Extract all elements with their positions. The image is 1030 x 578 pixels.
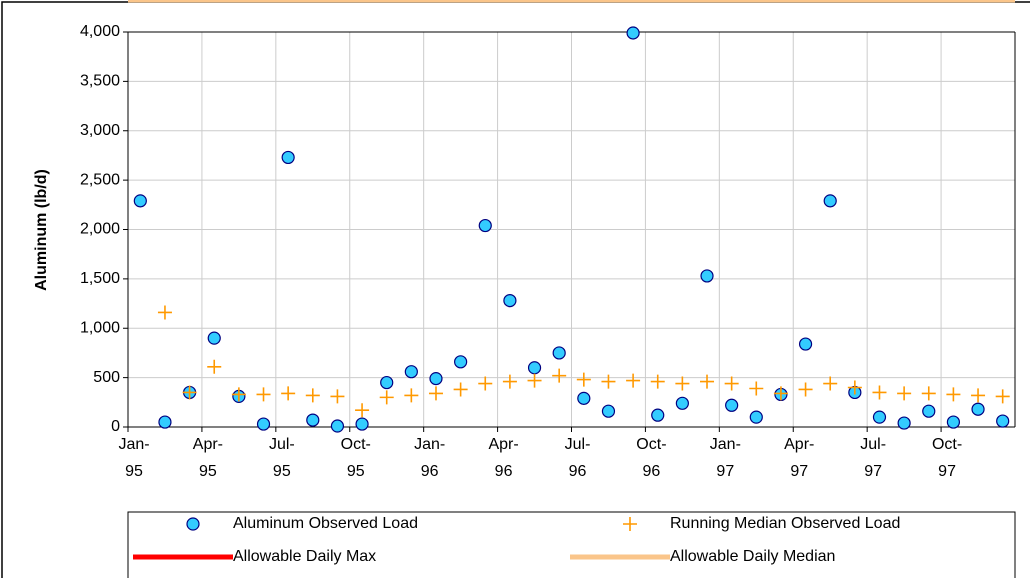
plus-point (355, 403, 370, 418)
x-tick-label: Jul- 97 (860, 436, 887, 480)
point (158, 415, 172, 429)
legend-label: Allowable Daily Max (233, 548, 376, 565)
plus-point (404, 388, 419, 403)
plus-point (749, 381, 764, 396)
plus-point (700, 374, 715, 389)
point (552, 346, 566, 360)
plus-point (527, 373, 542, 388)
y-tick-label: 1,000 (80, 319, 120, 336)
point (256, 417, 271, 431)
point (601, 404, 616, 418)
plus-point (823, 376, 838, 391)
plus-point (946, 387, 961, 402)
plus-point (428, 386, 443, 401)
y-tick-label: 1,500 (80, 270, 120, 287)
legend-label: Running Median Observed Load (670, 515, 900, 532)
y-tick-label: 2,000 (80, 221, 120, 238)
plus-point (231, 387, 246, 402)
plus-point (453, 382, 468, 397)
plus-point (478, 376, 493, 391)
point (503, 294, 517, 308)
point (478, 218, 492, 233)
x-tick-label: Jan- 95 (118, 436, 150, 480)
point (922, 404, 936, 418)
x-tick-label: Apr- 96 (488, 436, 519, 480)
plus-point (650, 374, 665, 389)
legend-box (127, 511, 1016, 578)
plus-point (256, 387, 271, 402)
plus-point (971, 388, 986, 403)
plus-point (182, 385, 197, 400)
plus-point (921, 386, 936, 401)
plus-point (552, 368, 567, 383)
legend-marker (186, 517, 200, 531)
point (675, 396, 689, 410)
point (355, 417, 369, 431)
y-tick-label: 3,000 (80, 122, 120, 139)
point (133, 194, 147, 208)
y-tick-label: 3,500 (80, 73, 120, 90)
legend-label: Allowable Daily Median (670, 548, 835, 565)
point (404, 365, 418, 379)
plus-point (502, 374, 517, 389)
point (823, 194, 837, 208)
point (946, 415, 961, 429)
legend-label: Aluminum Observed Load (233, 515, 418, 532)
y-tick-label: 4,000 (80, 23, 120, 40)
point (872, 410, 887, 424)
plus-point (995, 389, 1010, 404)
x-tick-label: Jan- 96 (414, 436, 446, 480)
point (207, 331, 221, 345)
x-tick-label: Apr- 95 (192, 436, 224, 480)
x-tick-label: Jan- 97 (709, 436, 741, 480)
x-tick-label: Jul- 95 (268, 436, 295, 480)
point (429, 372, 443, 386)
point (527, 361, 542, 375)
y-tick-label: 0 (111, 418, 120, 435)
point (700, 269, 714, 283)
plus-point (897, 386, 912, 401)
point (971, 402, 985, 416)
point (897, 416, 911, 430)
plus-point (157, 305, 172, 320)
x-tick-label: Oct- 95 (340, 436, 371, 480)
plus-point (379, 390, 394, 405)
point (996, 414, 1010, 428)
plus-point (773, 386, 788, 401)
x-tick-label: Jul- 96 (564, 436, 591, 480)
point (626, 26, 640, 40)
legend-marker (623, 517, 637, 531)
plus-point (798, 382, 813, 397)
point (330, 419, 345, 433)
plus-point (305, 388, 320, 403)
plus-point (724, 376, 739, 391)
y-tick-label: 500 (93, 369, 120, 386)
x-tick-label: Apr- 97 (784, 436, 815, 480)
plus-point (207, 359, 222, 374)
point (380, 375, 394, 390)
point (749, 410, 763, 424)
plus-point (675, 376, 690, 391)
plus-point (601, 374, 616, 389)
plus-point (281, 386, 296, 401)
plus-point (626, 373, 641, 388)
point (798, 337, 813, 351)
point (281, 150, 295, 165)
plus-point (330, 389, 345, 404)
plus-point (576, 372, 591, 387)
plus-point (872, 385, 887, 400)
point (651, 408, 665, 422)
plus-point (847, 380, 862, 395)
point (454, 355, 468, 369)
y-tick-label: 2,500 (80, 171, 120, 188)
point (306, 413, 320, 427)
x-tick-label: Oct- 97 (931, 436, 963, 480)
point (577, 391, 591, 405)
x-tick-label: Oct- 96 (636, 436, 667, 480)
point (725, 398, 739, 412)
y-axis-title: Aluminum (lb/d) (33, 169, 50, 291)
